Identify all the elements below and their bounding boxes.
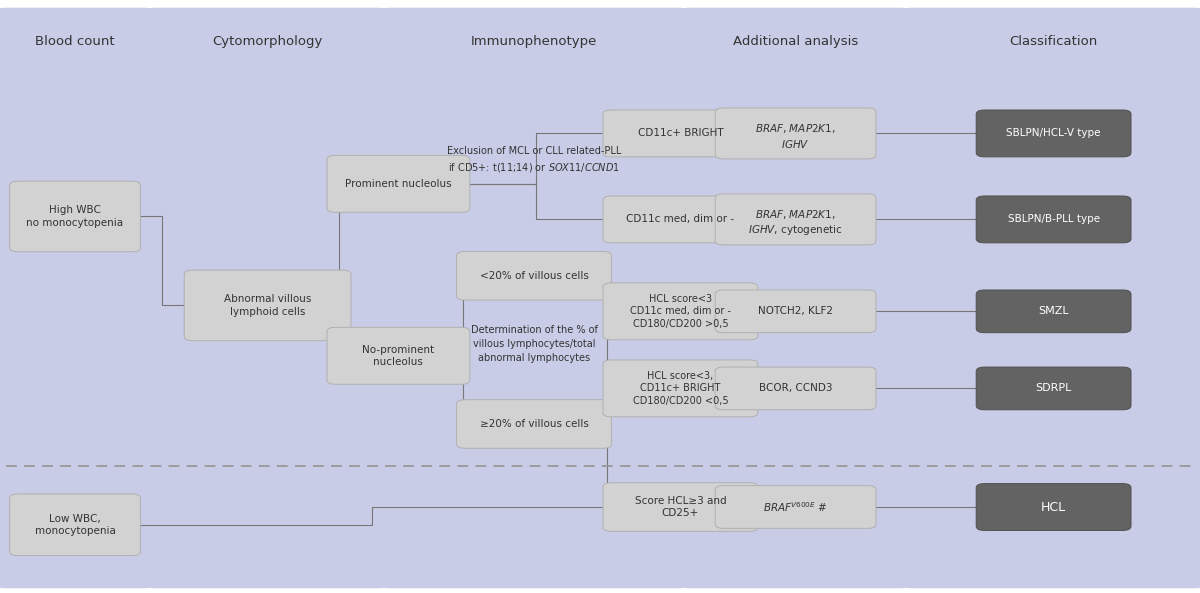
Text: HCL: HCL [1042, 500, 1066, 514]
Text: HCL score<3
CD11c med, dim or -
CD180/CD200 >0,5: HCL score<3 CD11c med, dim or - CD180/CD… [630, 294, 731, 329]
FancyBboxPatch shape [676, 8, 914, 588]
Text: BCOR, CCND3: BCOR, CCND3 [758, 384, 833, 393]
Text: SBLPN/B-PLL type: SBLPN/B-PLL type [1008, 215, 1099, 224]
Text: SDRPL: SDRPL [1036, 384, 1072, 393]
FancyBboxPatch shape [977, 367, 1132, 410]
Text: Cytomorphology: Cytomorphology [212, 35, 323, 48]
Text: No-prominent
nucleolus: No-prominent nucleolus [362, 345, 434, 367]
FancyBboxPatch shape [602, 196, 758, 243]
FancyBboxPatch shape [0, 8, 158, 588]
Text: Additional analysis: Additional analysis [733, 35, 858, 48]
Text: Immunophenotype: Immunophenotype [470, 35, 598, 48]
FancyBboxPatch shape [376, 8, 692, 588]
Text: villous lymphocytes/total: villous lymphocytes/total [473, 339, 595, 349]
FancyBboxPatch shape [977, 484, 1132, 531]
FancyBboxPatch shape [602, 483, 758, 531]
FancyBboxPatch shape [715, 367, 876, 410]
FancyBboxPatch shape [715, 194, 876, 245]
FancyBboxPatch shape [142, 8, 392, 588]
Text: NOTCH2, KLF2: NOTCH2, KLF2 [758, 307, 833, 316]
FancyBboxPatch shape [326, 155, 470, 212]
Text: Determination of the % of: Determination of the % of [470, 326, 598, 335]
Text: Score HCL≥3 and
CD25+: Score HCL≥3 and CD25+ [635, 496, 726, 518]
FancyBboxPatch shape [457, 251, 612, 300]
FancyBboxPatch shape [602, 360, 758, 417]
FancyBboxPatch shape [457, 400, 612, 448]
Text: SMZL: SMZL [1038, 307, 1069, 316]
Text: $\it{BRAF}$, $\it{MAP2K1}$,: $\it{BRAF}$, $\it{MAP2K1}$, [755, 208, 836, 221]
FancyBboxPatch shape [602, 283, 758, 340]
Text: if CD5+: t(11;14) or $\it{SOX11/CCND1}$: if CD5+: t(11;14) or $\it{SOX11/CCND1}$ [448, 161, 620, 174]
FancyBboxPatch shape [977, 196, 1132, 243]
Text: Exclusion of MCL or CLL related-PLL: Exclusion of MCL or CLL related-PLL [446, 146, 622, 156]
FancyBboxPatch shape [715, 290, 876, 333]
Text: ≥20% of villous cells: ≥20% of villous cells [480, 419, 588, 429]
FancyBboxPatch shape [326, 327, 470, 384]
Text: Classification: Classification [1009, 35, 1098, 48]
Text: High WBC
no monocytopenia: High WBC no monocytopenia [26, 205, 124, 228]
FancyBboxPatch shape [10, 494, 140, 556]
Text: $\it{BRAF}$$^{\it{V600E}}$ #: $\it{BRAF}$$^{\it{V600E}}$ # [763, 500, 828, 514]
Text: <20% of villous cells: <20% of villous cells [480, 271, 588, 280]
Text: SBLPN/HCL-V type: SBLPN/HCL-V type [1007, 129, 1100, 138]
Text: CD11c+ BRIGHT: CD11c+ BRIGHT [637, 129, 724, 138]
FancyBboxPatch shape [185, 270, 352, 340]
Text: Prominent nucleolus: Prominent nucleolus [346, 179, 451, 189]
Text: Abnormal villous
lymphoid cells: Abnormal villous lymphoid cells [224, 294, 311, 317]
Text: abnormal lymphocytes: abnormal lymphocytes [478, 353, 590, 362]
FancyBboxPatch shape [602, 110, 758, 157]
FancyBboxPatch shape [715, 108, 876, 159]
Text: Blood count: Blood count [35, 35, 115, 48]
FancyBboxPatch shape [977, 290, 1132, 333]
FancyBboxPatch shape [977, 110, 1132, 157]
FancyBboxPatch shape [10, 181, 140, 251]
Text: HCL score<3,
CD11c+ BRIGHT
CD180/CD200 <0,5: HCL score<3, CD11c+ BRIGHT CD180/CD200 <… [632, 371, 728, 406]
FancyBboxPatch shape [898, 8, 1200, 588]
Text: $\it{BRAF}$, $\it{MAP2K1}$,: $\it{BRAF}$, $\it{MAP2K1}$, [755, 122, 836, 135]
Text: CD11c med, dim or -: CD11c med, dim or - [626, 215, 734, 224]
Text: $\it{IGHV}$: $\it{IGHV}$ [781, 138, 810, 150]
FancyBboxPatch shape [715, 486, 876, 528]
Text: $\it{IGHV}$, cytogenetic: $\it{IGHV}$, cytogenetic [748, 223, 844, 237]
Text: Low WBC,
monocytopenia: Low WBC, monocytopenia [35, 514, 115, 536]
